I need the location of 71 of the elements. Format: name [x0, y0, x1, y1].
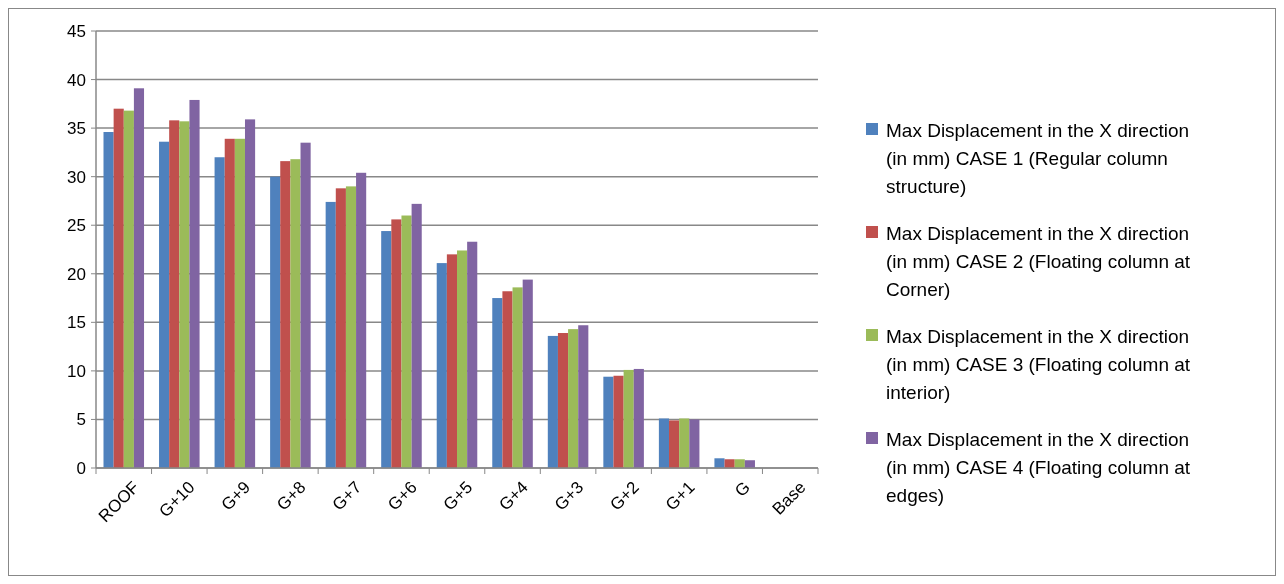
y-tick-label: 20	[67, 264, 86, 284]
bar	[568, 329, 579, 468]
bar	[300, 142, 311, 468]
bar	[492, 298, 503, 468]
bar	[280, 161, 291, 468]
y-tick-label: 45	[67, 21, 86, 41]
x-tick-label: G+1	[661, 477, 699, 515]
y-tick-label: 25	[67, 216, 86, 236]
legend-label: Max Displacement in the X direction (in mm) CASE 1 (Regular column structure)	[886, 119, 1190, 197]
x-tick-label: G+6	[384, 477, 421, 515]
bar	[381, 231, 392, 468]
bar	[734, 459, 745, 468]
x-tick-label: G+3	[550, 477, 588, 515]
bar	[633, 368, 644, 468]
x-tick-label: G+9	[217, 477, 255, 515]
y-tick-label: 10	[67, 361, 86, 381]
bar	[214, 157, 225, 468]
bar	[244, 119, 256, 468]
bar	[436, 263, 447, 468]
bar	[179, 121, 190, 468]
bar	[557, 333, 569, 468]
bar	[345, 186, 357, 468]
bar	[578, 325, 589, 468]
x-tick-label: G+2	[606, 477, 643, 515]
bar	[335, 188, 346, 468]
x-tick-label: G+7	[328, 477, 366, 515]
bar	[234, 138, 245, 468]
y-tick-label: 35	[67, 119, 86, 139]
x-tick-label: G	[731, 477, 754, 501]
x-tick-label: G+4	[495, 477, 532, 515]
bar	[623, 369, 634, 468]
bar	[522, 279, 533, 468]
bar	[159, 141, 170, 468]
bar	[547, 335, 558, 468]
bar	[603, 376, 614, 468]
bar	[189, 99, 200, 468]
bar	[502, 291, 513, 468]
bar	[325, 201, 336, 468]
bar	[411, 203, 422, 468]
x-tick-label: G+5	[439, 477, 477, 515]
y-tick-label: 40	[67, 70, 86, 90]
bar	[401, 215, 412, 468]
bar	[103, 132, 114, 468]
bar	[457, 250, 468, 468]
bar	[467, 241, 478, 468]
y-tick-label: 30	[67, 167, 86, 187]
bar	[391, 219, 402, 468]
bar	[512, 287, 523, 468]
bar	[224, 138, 235, 468]
bar	[169, 120, 180, 468]
bar	[724, 459, 735, 468]
legend-label: Max Displacement in the X direction (in mm) CASE 2 (Floating column at Corner)	[886, 222, 1191, 300]
bar	[446, 254, 457, 468]
bar	[714, 458, 725, 468]
bar	[270, 176, 281, 468]
x-tick-label: G+8	[273, 477, 310, 515]
bar	[613, 375, 624, 468]
bar	[679, 418, 690, 468]
legend-label: Max Displacement in the X direction (in mm) CASE 4 (Floating column at edges)	[886, 428, 1191, 506]
bar	[290, 159, 301, 468]
bar	[689, 419, 700, 468]
y-tick-label: 0	[76, 458, 86, 478]
bar	[123, 110, 134, 468]
legend-label: Max Displacement in the X direction (in mm) CASE 3 (Floating column at interior)	[886, 325, 1191, 403]
bar	[133, 88, 145, 468]
y-tick-label: 15	[67, 313, 86, 333]
bar	[669, 420, 680, 468]
bar	[113, 108, 124, 468]
bar	[356, 172, 367, 468]
bar	[658, 418, 670, 468]
y-tick-label: 5	[76, 410, 86, 430]
